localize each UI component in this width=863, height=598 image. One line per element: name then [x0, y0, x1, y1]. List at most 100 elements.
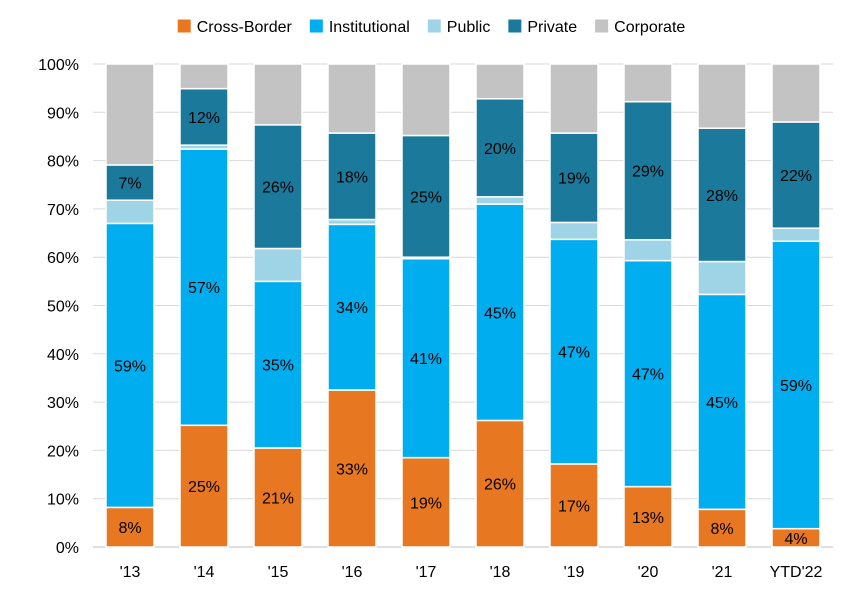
bar-segment-institutional	[179, 148, 229, 427]
bar-segment-private	[697, 127, 747, 263]
x-tick-label: YTD'22	[770, 564, 823, 581]
legend-label: Public	[447, 19, 491, 36]
bar-segment-corporate	[623, 63, 673, 103]
x-tick-label: '19	[564, 564, 585, 581]
bar-stack: 19% 41% 25%	[401, 63, 451, 548]
bar-stack: 8% 45% 28%	[697, 63, 747, 548]
bars: 8% 59% 7% 25% 57% 12% 21% 35% 26% 33% 34% 18% 19% 41%…	[105, 63, 821, 548]
data-label: 59%	[114, 358, 146, 375]
data-label: 4%	[784, 531, 807, 548]
legend-swatch	[595, 19, 609, 33]
legend-label: Private	[527, 19, 577, 36]
bar-segment-private	[253, 124, 303, 250]
data-label: 26%	[484, 477, 516, 494]
legend-swatch	[427, 19, 441, 33]
data-label: 12%	[188, 110, 220, 127]
legend-item: Public	[427, 19, 491, 36]
data-label: 25%	[188, 479, 220, 496]
bar-segment-institutional	[401, 257, 451, 459]
y-tick-label: 40%	[47, 347, 79, 364]
bar-segment-public	[697, 260, 747, 296]
legend-item: Institutional	[309, 19, 410, 36]
bar-stack: 26% 45% 20%	[475, 63, 525, 548]
data-label: 35%	[262, 358, 294, 375]
bar-segment-private	[179, 87, 229, 146]
x-axis: '13 '14 '15 '16 '17 '18 '19 '20 '21 YTD'22	[120, 564, 823, 581]
data-label: 33%	[336, 462, 368, 479]
data-label: 22%	[780, 168, 812, 185]
bar-segment-institutional	[475, 203, 525, 422]
data-label: 18%	[336, 169, 368, 186]
legend-swatch	[508, 19, 522, 33]
data-label: 21%	[262, 490, 294, 507]
data-label: 57%	[188, 280, 220, 297]
bar-stack: 17% 47% 19%	[549, 63, 599, 548]
legend-label: Corporate	[614, 19, 685, 36]
data-label: 29%	[632, 164, 664, 181]
bar-segment-public	[771, 227, 821, 243]
bar-segment-private	[623, 100, 673, 241]
data-label: 47%	[558, 345, 590, 362]
bar-segment-private	[401, 134, 451, 258]
bar-segment-cross-border	[475, 419, 525, 548]
data-label: 20%	[484, 141, 516, 158]
y-tick-label: 10%	[47, 492, 79, 509]
x-tick-label: '20	[638, 564, 659, 581]
bar-segment-cross-border	[549, 463, 599, 548]
data-label: 8%	[118, 520, 141, 537]
bar-segment-corporate	[327, 63, 377, 134]
bar-segment-institutional	[549, 238, 599, 465]
data-label: 19%	[410, 495, 442, 512]
bar-segment-cross-border	[327, 389, 377, 548]
bar-segment-institutional	[623, 259, 673, 488]
data-label: 26%	[262, 180, 294, 197]
bar-stack: 13% 47% 29%	[623, 63, 673, 548]
data-label: 59%	[780, 378, 812, 395]
y-tick-label: 50%	[47, 299, 79, 316]
x-tick-label: '16	[342, 564, 363, 581]
bar-segment-private	[105, 164, 155, 201]
bar-segment-corporate	[475, 63, 525, 100]
legend-item: Corporate	[595, 19, 685, 36]
bar-segment-corporate	[549, 63, 599, 134]
legend-item: Private	[508, 19, 577, 36]
y-tick-label: 0%	[56, 540, 79, 557]
bar-segment-public	[549, 221, 599, 241]
data-label: 8%	[710, 521, 733, 538]
bar-segment-public	[623, 239, 673, 262]
bar-stack: 4% 59% 22%	[771, 63, 821, 548]
bar-segment-institutional	[327, 223, 377, 391]
x-tick-label: '14	[194, 564, 215, 581]
bar-segment-corporate	[253, 63, 303, 126]
bar-segment-corporate	[771, 63, 821, 123]
x-tick-label: '17	[416, 564, 437, 581]
bar-stack: 21% 35% 26%	[253, 63, 303, 548]
data-label: 25%	[410, 189, 442, 206]
y-tick-label: 30%	[47, 395, 79, 412]
data-label: 34%	[336, 300, 368, 317]
bar-segment-institutional	[105, 222, 155, 509]
y-tick-label: 80%	[47, 154, 79, 171]
bar-segment-corporate	[105, 63, 155, 166]
y-tick-label: 70%	[47, 202, 79, 219]
x-tick-label: '15	[268, 564, 289, 581]
bar-stack: 8% 59% 7%	[105, 63, 155, 548]
legend-swatch	[177, 19, 191, 33]
bar-stack: 25% 57% 12%	[179, 63, 229, 548]
data-label: 47%	[632, 367, 664, 384]
bar-segment-institutional	[771, 240, 821, 530]
bar-segment-public	[253, 247, 303, 283]
data-label: 45%	[484, 305, 516, 322]
bar-segment-public	[105, 199, 155, 225]
bar-segment-corporate	[697, 63, 747, 129]
bar-segment-cross-border	[401, 456, 451, 548]
bar-segment-cross-border	[179, 424, 229, 548]
legend-label: Institutional	[329, 19, 410, 36]
bar-segment-corporate	[179, 63, 229, 90]
data-label: 41%	[410, 351, 442, 368]
x-tick-label: '18	[490, 564, 511, 581]
bar-stack: 33% 34% 18%	[327, 63, 377, 548]
bar-segment-cross-border	[105, 506, 155, 548]
data-label: 28%	[706, 188, 738, 205]
